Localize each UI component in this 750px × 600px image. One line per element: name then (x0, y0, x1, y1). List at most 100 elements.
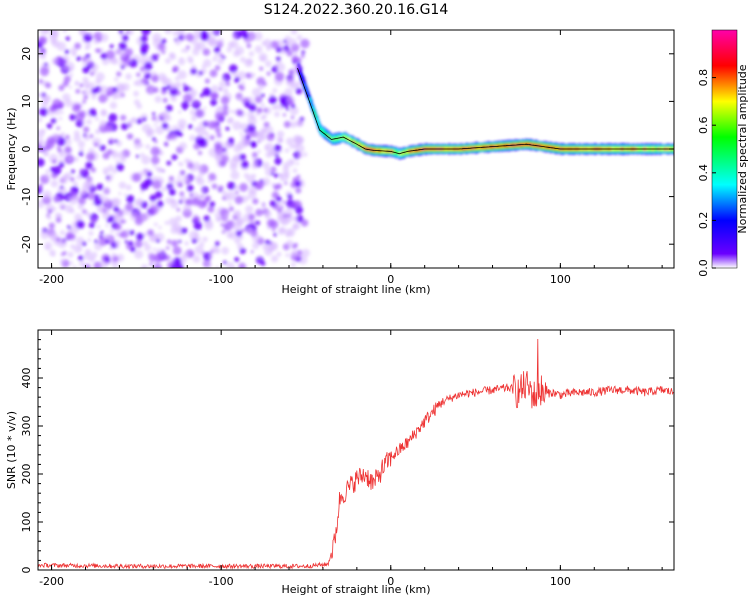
noise-blob (115, 82, 125, 92)
noise-blob (240, 134, 247, 141)
noise-blob (181, 227, 188, 234)
noise-blob (195, 236, 201, 242)
noise-blob (229, 231, 238, 240)
noise-blob (154, 139, 158, 144)
noise-blob (134, 199, 142, 207)
noise-blob (271, 182, 275, 186)
noise-blob (295, 214, 304, 223)
noise-blob (215, 242, 219, 246)
noise-blob (222, 109, 229, 117)
noise-blob (78, 110, 86, 118)
noise-blob (294, 243, 298, 247)
noise-blob (148, 253, 157, 262)
noise-blob (101, 58, 110, 66)
noise-blob (153, 263, 162, 268)
noise-blob (46, 123, 53, 129)
noise-blob (264, 60, 272, 68)
noise-blob (288, 228, 296, 236)
noise-blob (55, 217, 62, 223)
noise-blob (149, 205, 159, 215)
noise-blob (151, 155, 160, 165)
noise-blob (63, 65, 68, 71)
noise-blob (143, 82, 148, 87)
noise-blob (197, 150, 203, 156)
noise-blob (280, 173, 289, 182)
noise-blob (99, 85, 108, 94)
noise-blob (95, 129, 99, 133)
noise-blob (179, 170, 185, 176)
noise-blob (270, 242, 279, 251)
noise-blob (253, 31, 263, 41)
noise-blob (233, 209, 242, 218)
noise-blob (218, 185, 224, 191)
noise-blob (265, 126, 274, 135)
noise-blob (125, 202, 134, 211)
noise-blob (286, 107, 290, 111)
snr-x-axis-label: Height of straight line (km) (281, 583, 430, 596)
noise-blob (235, 190, 239, 195)
noise-blob (158, 72, 167, 82)
noise-blob (162, 97, 168, 103)
noise-blob (275, 183, 282, 190)
noise-blob (88, 31, 93, 36)
noise-blob (211, 183, 218, 190)
snr-series-line (38, 338, 674, 570)
noise-blob (277, 227, 285, 235)
noise-blob (276, 207, 282, 213)
noise-blob (111, 57, 119, 65)
noise-blob (68, 85, 73, 89)
x-tick-label: -100 (209, 273, 234, 286)
noise-blob (45, 169, 50, 174)
noise-blob (212, 56, 218, 62)
noise-blob (125, 184, 132, 191)
noise-blob (118, 191, 122, 196)
noise-blob (141, 123, 151, 133)
noise-blob (93, 142, 99, 147)
noise-blob (47, 215, 52, 220)
noise-blob (204, 120, 210, 125)
noise-blob (73, 244, 83, 254)
noise-blob (64, 49, 70, 55)
noise-blob (62, 251, 67, 256)
noise-blob (186, 184, 194, 192)
noise-blob (166, 160, 172, 166)
noise-blob (177, 161, 183, 166)
noise-blob (184, 199, 191, 205)
noise-blob (155, 191, 163, 199)
noise-blob (273, 233, 277, 237)
noise-blob (88, 147, 95, 155)
noise-blob (301, 50, 306, 54)
noise-blob (153, 87, 159, 93)
noise-blob (49, 32, 59, 42)
x-tick-label: -200 (39, 273, 64, 286)
noise-blob (269, 220, 279, 229)
noise-blob (232, 71, 238, 77)
track-core (315, 118, 318, 121)
y-tick-label: 100 (20, 512, 33, 533)
noise-blob (62, 30, 67, 33)
noise-blob (81, 90, 86, 94)
noise-blob (159, 179, 164, 184)
noise-blob (257, 149, 261, 154)
noise-blob (109, 101, 118, 110)
noise-blob (274, 173, 279, 178)
noise-blob (158, 225, 162, 230)
noise-blob (274, 71, 285, 82)
noise-blob (228, 202, 232, 206)
noise-blob (68, 228, 73, 233)
noise-blob (203, 252, 212, 261)
noise-blob (234, 78, 239, 83)
noise-blob (186, 45, 190, 50)
noise-blob (53, 108, 61, 116)
noise-blob (131, 117, 138, 124)
noise-blob (145, 144, 151, 150)
noise-blob (240, 228, 245, 233)
noise-blob (261, 177, 271, 186)
noise-blob (201, 64, 206, 69)
noise-blob (53, 196, 61, 204)
noise-blob (161, 169, 165, 173)
noise-blob (76, 174, 82, 180)
noise-blob (94, 116, 99, 121)
noise-blob (210, 249, 215, 254)
